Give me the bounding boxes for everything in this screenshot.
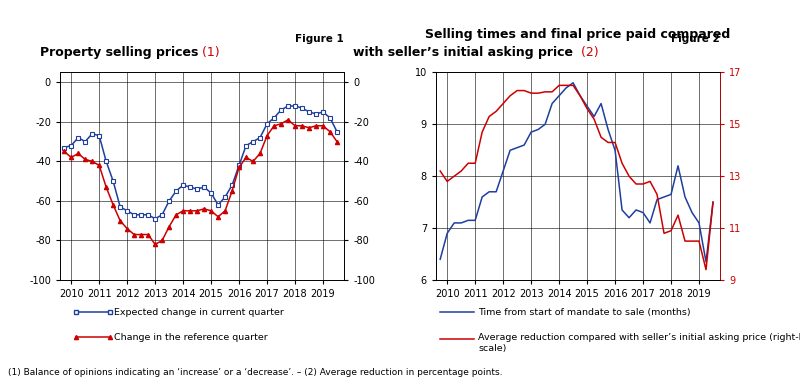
Text: Change in the reference quarter: Change in the reference quarter: [114, 333, 268, 342]
Text: Time from start of mandate to sale (months): Time from start of mandate to sale (mont…: [478, 308, 691, 317]
Text: Expected change in current quarter: Expected change in current quarter: [114, 308, 284, 317]
Text: with seller’s initial asking price: with seller’s initial asking price: [354, 46, 573, 59]
Text: Property selling prices: Property selling prices: [40, 46, 198, 59]
Text: (2): (2): [573, 46, 599, 59]
Text: (1) Balance of opinions indicating an ‘increase’ or a ‘decrease’. – (2) Average : (1) Balance of opinions indicating an ‘i…: [8, 368, 502, 377]
Text: Selling times and final price paid compared: Selling times and final price paid compa…: [426, 28, 730, 41]
Text: Figure 1: Figure 1: [295, 34, 344, 44]
Text: Figure 2: Figure 2: [671, 34, 720, 44]
Text: Average reduction compared with seller’s initial asking price (right-hand
scale): Average reduction compared with seller’s…: [478, 333, 800, 352]
Text: (1): (1): [198, 46, 220, 59]
